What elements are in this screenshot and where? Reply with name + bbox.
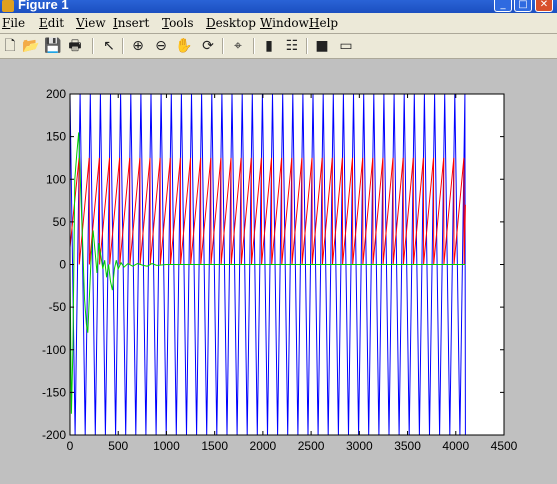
menu-view[interactable]: View xyxy=(76,16,106,30)
save-figure-button[interactable]: 💾 xyxy=(44,38,62,54)
x-tick-label: 4500 xyxy=(491,439,518,453)
x-tick-label: 4000 xyxy=(442,439,469,453)
rotate-3d-button[interactable]: ⟳ xyxy=(202,38,214,54)
menu-file[interactable]: File xyxy=(2,16,26,30)
figure-canvas: 0 500 1000 1500 2000 2500 3000 3500 4000 4500 -200… xyxy=(0,59,557,480)
close-button[interactable]: ✕ xyxy=(535,0,553,12)
toolbar-separator xyxy=(222,38,224,54)
x-tick-label: 500 xyxy=(108,439,128,453)
y-tick-label: 100 xyxy=(46,172,66,186)
minimize-button[interactable]: _ xyxy=(494,0,512,12)
x-tick-label: 2500 xyxy=(298,439,325,453)
toolbar-separator xyxy=(253,38,255,54)
toolbar-separator xyxy=(306,38,308,54)
new-figure-button[interactable]: 🗋 xyxy=(4,38,16,54)
title-bar: Figure 1 _ □ ✕ xyxy=(0,0,557,13)
y-tick-label: -100 xyxy=(42,343,66,357)
menu-window[interactable]: Window xyxy=(260,16,309,30)
y-tick-label: 200 xyxy=(46,87,66,101)
y-tick-label: -50 xyxy=(49,300,67,314)
maximize-button[interactable]: □ xyxy=(514,0,532,12)
x-tick-label: 1000 xyxy=(153,439,180,453)
series-red-line xyxy=(69,157,466,265)
toolbar-separator xyxy=(92,38,94,54)
y-tick-label: 50 xyxy=(53,215,67,229)
edit-plot-button[interactable]: ↖ xyxy=(103,38,115,54)
matlab-figure-icon xyxy=(2,0,14,12)
window-title: Figure 1 xyxy=(18,0,69,12)
x-tick-label: 1500 xyxy=(201,439,228,453)
menu-desktop[interactable]: Desktop xyxy=(206,16,256,30)
x-tick-label: 0 xyxy=(67,439,74,453)
figure-toolbar: 🗋 📂 💾 🖶 ↖ ⊕ ⊖ ✋ ⟳ ⌖ ▮ ☷ ■ ▭ xyxy=(0,34,557,59)
zoom-in-button[interactable]: ⊕ xyxy=(132,38,144,54)
print-figure-button[interactable]: 🖶 xyxy=(68,38,82,54)
y-tick-label: -200 xyxy=(42,428,66,442)
menu-tools[interactable]: Tools xyxy=(162,16,194,30)
y-tick-label: 0 xyxy=(59,258,66,272)
show-plot-tools-button[interactable]: ▭ xyxy=(339,38,353,54)
toolbar-separator xyxy=(122,38,124,54)
open-file-button[interactable]: 📂 xyxy=(22,38,40,54)
menu-help[interactable]: Help xyxy=(309,16,339,30)
y-tick-label: 150 xyxy=(46,130,66,144)
pan-button[interactable]: ✋ xyxy=(175,38,193,54)
menu-insert[interactable]: Insert xyxy=(113,16,150,30)
zoom-out-button[interactable]: ⊖ xyxy=(155,38,167,54)
insert-legend-button[interactable]: ☷ xyxy=(285,38,299,54)
hide-plot-tools-button[interactable]: ■ xyxy=(315,38,329,54)
y-tick-label: -150 xyxy=(42,385,66,399)
x-tick-label: 3500 xyxy=(394,439,421,453)
x-tick-label: 3000 xyxy=(346,439,373,453)
menu-bar: File Edit View Insert Tools Desktop Wind… xyxy=(0,13,557,34)
x-tick-label: 2000 xyxy=(250,439,277,453)
series-green-line xyxy=(69,132,466,414)
insert-colorbar-button[interactable]: ▮ xyxy=(265,38,273,54)
menu-edit[interactable]: Edit xyxy=(39,16,65,30)
data-cursor-button[interactable]: ⌖ xyxy=(234,38,242,54)
line-chart[interactable]: 0 500 1000 1500 2000 2500 3000 3500 4000 4500-200… xyxy=(0,59,557,480)
